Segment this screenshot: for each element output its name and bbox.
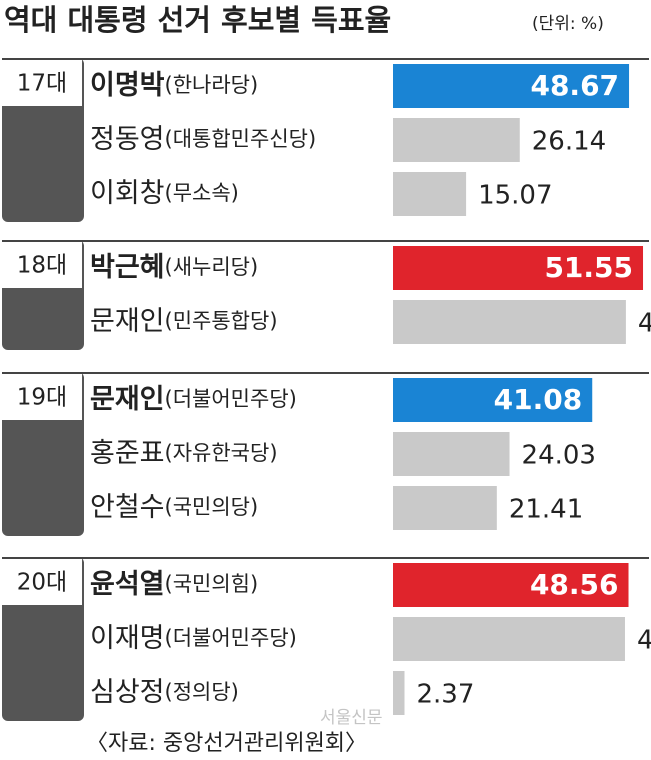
candidate-label: 이명박(한나라당) <box>90 70 258 101</box>
bar <box>393 486 497 530</box>
bar <box>393 617 625 661</box>
bar <box>393 64 630 108</box>
candidate-party: (더불어민주당) <box>165 387 297 411</box>
candidate-party: (새누리당) <box>165 255 259 279</box>
value-label: 21.41 <box>509 495 583 525</box>
candidate-party: (국민의힘) <box>165 572 259 596</box>
candidate-party: (국민의당) <box>165 495 259 519</box>
bar <box>393 671 405 715</box>
bar <box>393 118 520 162</box>
candidate-name: 윤석열 <box>90 569 165 600</box>
candidate-name: 안철수 <box>90 492 165 523</box>
candidate-party: (자유한국당) <box>165 441 278 465</box>
value-label: 15.07 <box>478 181 552 211</box>
value-label: 48.67 <box>530 69 619 102</box>
value-label: 48.56 <box>530 568 619 601</box>
value-label: 48.02 <box>638 309 651 339</box>
group-label-box <box>2 374 82 420</box>
value-label: 26.14 <box>532 127 606 157</box>
bar <box>393 246 644 290</box>
candidate-label: 홍준표(자유한국당) <box>90 438 278 469</box>
candidate-party: (한나라당) <box>165 73 259 97</box>
candidate-name: 이회창 <box>90 178 165 209</box>
value-label: 47.83 <box>637 626 651 656</box>
group-label: 18대 <box>17 253 67 279</box>
bar <box>393 172 467 216</box>
candidate-name: 문재인 <box>90 306 165 337</box>
candidate-name: 이재명 <box>90 623 165 654</box>
group-label: 20대 <box>17 570 67 596</box>
bar <box>393 563 629 607</box>
source: 〈자료: 중앙선거관리위원회〉 <box>86 731 367 756</box>
candidate-label: 안철수(국민의당) <box>90 492 258 523</box>
group-label-box <box>2 559 82 605</box>
bar <box>393 432 510 476</box>
candidate-name: 심상정 <box>90 677 165 708</box>
group-label-box <box>2 242 82 288</box>
chart-title: 역대 대통령 선거 후보별 득표율 <box>4 3 391 37</box>
watermark: 서울신문 <box>320 708 383 728</box>
group-label: 19대 <box>17 385 67 411</box>
value-label: 2.37 <box>416 680 474 710</box>
candidate-party: (더불어민주당) <box>165 626 297 650</box>
candidate-label: 문재인(더불어민주당) <box>90 384 297 415</box>
group-label-box <box>2 60 82 106</box>
candidate-label: 윤석열(국민의힘) <box>90 569 258 600</box>
bar <box>393 300 626 344</box>
candidate-label: 이회창(무소속) <box>90 178 239 209</box>
value-label: 51.55 <box>544 251 633 284</box>
group-label: 17대 <box>17 71 67 97</box>
candidate-label: 심상정(정의당) <box>90 677 239 708</box>
value-label: 24.03 <box>522 441 596 471</box>
candidate-name: 이명박 <box>90 70 165 101</box>
value-label: 41.08 <box>494 383 583 416</box>
candidate-name: 박근혜 <box>90 252 165 283</box>
candidate-party: (정의당) <box>165 680 239 704</box>
candidate-party: (민주통합당) <box>165 309 278 333</box>
candidate-name: 정동영 <box>90 124 165 155</box>
bar <box>393 378 593 422</box>
candidate-party: (무소속) <box>165 181 239 205</box>
candidate-label: 박근혜(새누리당) <box>90 252 258 283</box>
candidate-party: (대통합민주신당) <box>165 127 317 151</box>
candidate-label: 이재명(더불어민주당) <box>90 623 297 654</box>
candidate-label: 문재인(민주통합당) <box>90 306 278 337</box>
candidate-label: 정동영(대통합민주신당) <box>90 124 316 155</box>
unit-label: (단위: %) <box>532 14 604 34</box>
candidate-name: 문재인 <box>90 384 165 415</box>
candidate-name: 홍준표 <box>90 438 165 469</box>
